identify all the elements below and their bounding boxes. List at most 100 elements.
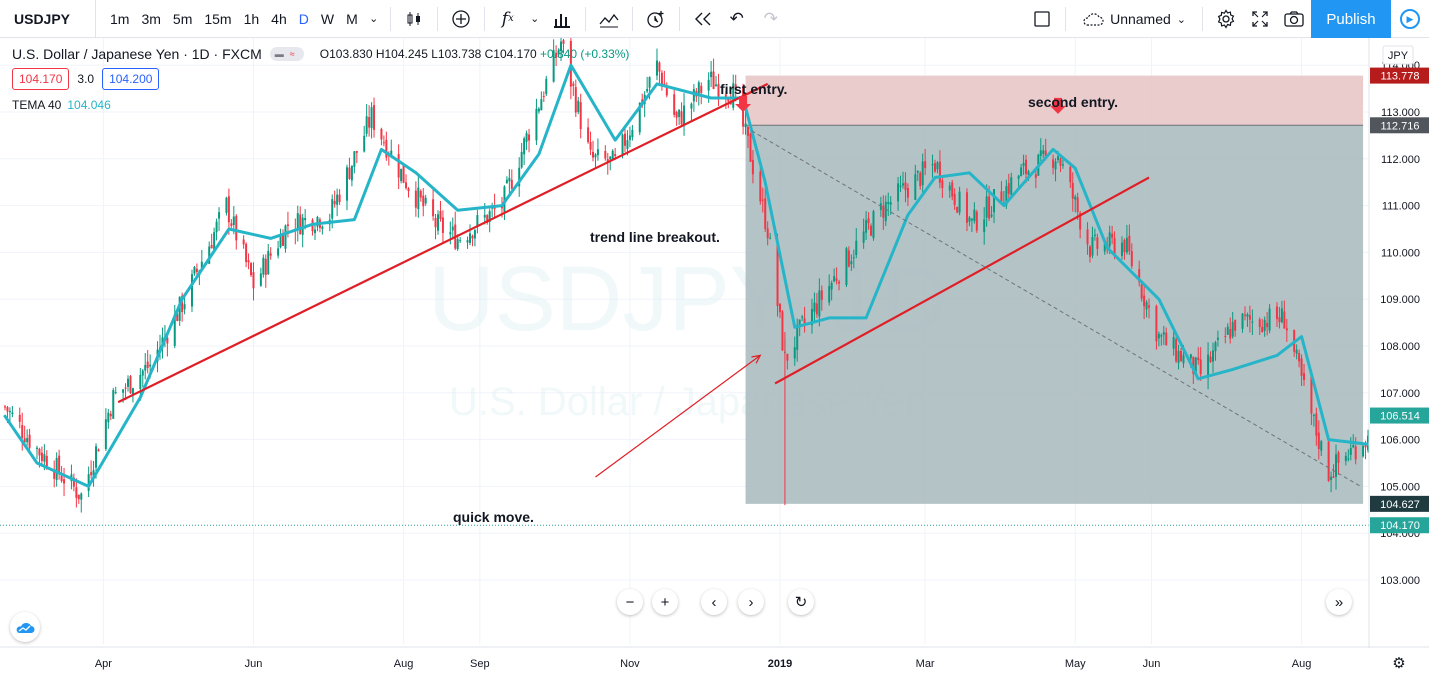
interval-3m[interactable]: 3m [141, 10, 161, 27]
symbol-search-button[interactable]: USDJPY [0, 0, 96, 38]
minus-icon: ▬ [274, 49, 284, 59]
trend-line-1[interactable] [117, 82, 769, 404]
candle-body [924, 161, 927, 169]
publish-button[interactable]: Publish [1311, 0, 1391, 38]
fullscreen-expand-icon[interactable] [1243, 0, 1277, 38]
templates-chart-icon[interactable] [592, 0, 626, 38]
zoom-in-button[interactable]: + [652, 589, 678, 615]
interval-dropdown-chevron-icon[interactable]: ⌄ [369, 13, 379, 25]
candle-body [1130, 251, 1133, 267]
settings-gear-icon[interactable] [1209, 0, 1243, 38]
candle-body [43, 454, 46, 462]
candle-body [80, 493, 83, 500]
candle-body [766, 228, 769, 239]
drawings-layer[interactable] [0, 82, 1369, 526]
currency-box[interactable] [1382, 45, 1414, 65]
candle-body [1212, 350, 1215, 362]
scroll-to-realtime-button[interactable]: » [1326, 589, 1352, 615]
first-entry-arrow-icon[interactable] [735, 96, 752, 112]
candle-body [1234, 320, 1237, 331]
candle-body [700, 85, 703, 93]
interval-1m[interactable]: 1m [110, 10, 130, 27]
interval-d[interactable]: D [298, 10, 309, 27]
interval-4h[interactable]: 4h [271, 10, 287, 27]
candle-body [149, 364, 152, 367]
candle-body [38, 448, 41, 456]
candle-body [781, 311, 784, 351]
candle-body [975, 211, 978, 231]
fullscreen-square-icon[interactable] [1025, 0, 1059, 38]
candle-body [1283, 311, 1286, 329]
buy-price-button[interactable]: 104.200 [102, 68, 160, 90]
axis-settings-gear-icon[interactable]: ⚙ [1392, 654, 1405, 672]
reset-chart-button[interactable]: ↻ [788, 589, 814, 615]
candle-body [749, 133, 752, 162]
indicators-dropdown-chevron-icon[interactable]: ⌄ [530, 13, 540, 25]
candle-body [648, 77, 651, 88]
candle-body [218, 212, 221, 219]
candle-body [1354, 446, 1357, 460]
compare-add-icon[interactable] [444, 0, 478, 38]
trend-line-2[interactable] [774, 176, 1150, 385]
short-position-zones[interactable] [745, 75, 1364, 504]
scroll-right-button[interactable]: › [738, 589, 764, 615]
price-label-box [1370, 117, 1429, 134]
candle-body [1000, 191, 1003, 202]
candle-body [938, 161, 941, 183]
tradingview-logo[interactable] [10, 612, 40, 642]
scroll-left-button[interactable]: ‹ [701, 589, 727, 615]
toolbar-divider [1202, 7, 1203, 31]
alert-clock-icon[interactable] [639, 0, 673, 38]
time-axis[interactable]: Apr Jun Aug Sep Nov 2019 Mar May Jun Aug ⚙ [0, 646, 1429, 672]
candle-body [1180, 350, 1183, 362]
quick-move-arrow[interactable] [595, 354, 761, 478]
candle-body [623, 133, 626, 146]
candle-body [28, 434, 31, 448]
candle-body [252, 272, 255, 289]
price-axis-labels: 113.778 112.716 106.514 104.627 104.170 [1370, 67, 1429, 534]
interval-m[interactable]: M [346, 10, 358, 27]
candle-body [333, 200, 336, 205]
second-entry-arrow-icon[interactable] [1050, 97, 1067, 114]
redo-icon[interactable]: ↷ [763, 8, 778, 28]
currency-label: JPY [1388, 50, 1409, 62]
candle-body [417, 187, 420, 210]
candle-body [1093, 234, 1096, 236]
candle-body [269, 253, 272, 256]
candle-body [1335, 454, 1338, 477]
price-chart[interactable]: USDJPY, 1D U.S. Dollar / Japanese Yen fi… [0, 38, 1429, 678]
legend-visibility-toggle[interactable]: ▬ ≈ [269, 47, 304, 61]
candle-body [471, 235, 474, 239]
take-profit-zone[interactable] [745, 125, 1364, 504]
candle-body [631, 129, 634, 138]
layout-name-button[interactable]: Unnamed ⌄ [1072, 11, 1196, 27]
candle-body [815, 303, 818, 315]
candles-chart-type-icon[interactable] [397, 0, 431, 38]
interval-1h[interactable]: 1h [243, 10, 260, 27]
second-entry-label: second entry. [1028, 94, 1118, 110]
zoom-out-button[interactable]: − [617, 589, 643, 615]
candle-body [122, 389, 125, 393]
symbol-label: USDJPY [14, 10, 71, 27]
candle-body [729, 102, 732, 105]
replay-rewind-icon[interactable] [686, 0, 720, 38]
price-label-text: 113.778 [1381, 71, 1420, 83]
financials-bar-icon[interactable] [545, 0, 579, 38]
candle-body [385, 139, 388, 158]
candle-body [985, 196, 988, 218]
interval-w[interactable]: W [320, 10, 335, 27]
interval-5m[interactable]: 5m [172, 10, 193, 27]
candle-body [1216, 337, 1219, 340]
play-button[interactable]: ▶ [1391, 0, 1429, 38]
legend-close: C104.170 [484, 47, 537, 61]
candle-body [195, 268, 198, 273]
snapshot-camera-icon[interactable] [1277, 0, 1311, 38]
interval-15m[interactable]: 15m [204, 10, 232, 27]
candle-body [23, 438, 26, 443]
candle-body [1231, 322, 1234, 337]
candle-body [247, 260, 250, 263]
sell-price-button[interactable]: 104.170 [12, 68, 70, 90]
candle-body [1278, 317, 1281, 323]
undo-icon[interactable]: ↶ [729, 8, 744, 28]
